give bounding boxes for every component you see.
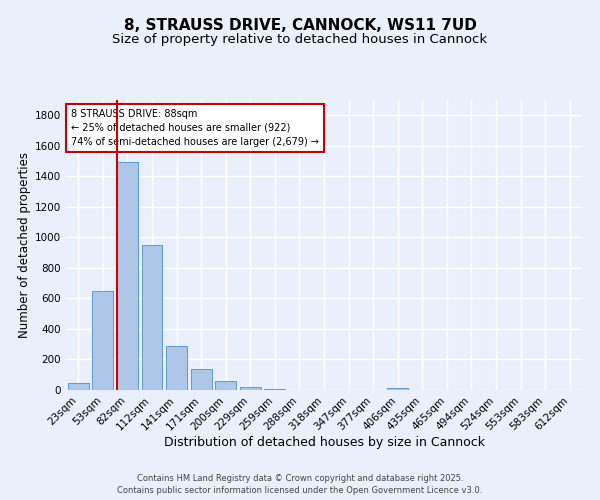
X-axis label: Distribution of detached houses by size in Cannock: Distribution of detached houses by size … <box>163 436 485 449</box>
Bar <box>117 162 138 390</box>
Bar <box>191 370 212 390</box>
Bar <box>142 245 163 390</box>
Text: Contains HM Land Registry data © Crown copyright and database right 2025.
Contai: Contains HM Land Registry data © Crown c… <box>118 474 482 495</box>
Bar <box>68 383 89 390</box>
Bar <box>215 380 236 390</box>
Bar <box>387 388 408 390</box>
Bar <box>265 389 286 390</box>
Bar <box>92 290 113 390</box>
Bar <box>240 386 261 390</box>
Bar <box>166 346 187 390</box>
Text: Size of property relative to detached houses in Cannock: Size of property relative to detached ho… <box>112 32 488 46</box>
Text: 8, STRAUSS DRIVE, CANNOCK, WS11 7UD: 8, STRAUSS DRIVE, CANNOCK, WS11 7UD <box>124 18 476 32</box>
Text: 8 STRAUSS DRIVE: 88sqm
← 25% of detached houses are smaller (922)
74% of semi-de: 8 STRAUSS DRIVE: 88sqm ← 25% of detached… <box>71 108 319 146</box>
Y-axis label: Number of detached properties: Number of detached properties <box>18 152 31 338</box>
